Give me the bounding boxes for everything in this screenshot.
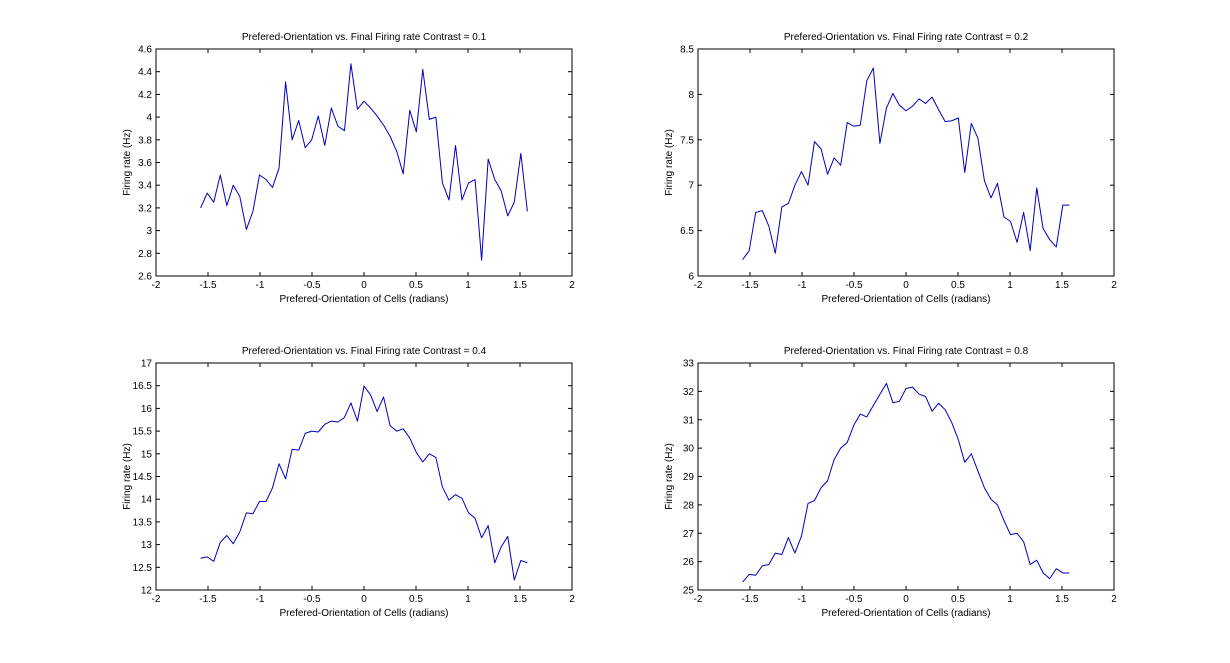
y-tick-label: 15 [141,449,153,460]
y-tick-label: 31 [683,415,695,426]
plot-title: Prefered-Orientation vs. Final Firing ra… [242,346,487,357]
y-tick-label: 30 [683,444,695,455]
x-tick-label: -2 [694,594,703,605]
y-tick-label: 26 [683,557,695,568]
series-line [742,382,1070,583]
x-tick-label: 1 [465,594,471,605]
x-tick-label: -1 [256,594,265,605]
y-tick-label: 29 [683,472,695,483]
subplot-3: -2 -1.5 -1 -0.5 0 0.5 1 1.5 2 12 12.5 13 13.5 14 14.5 1… [122,346,575,619]
y-tick-label: 3.4 [138,181,152,192]
y-tick-label: 3.6 [138,158,152,169]
y-tick-label: 8 [688,90,694,101]
y-tick-label: 7.5 [680,135,694,146]
x-tick-label: 0.5 [409,594,423,605]
y-tick-label: 3.8 [138,135,152,146]
x-tick-label: -1.5 [199,280,217,291]
y-tick-label: 4.6 [138,45,152,56]
x-tick-label: 0 [903,594,909,605]
x-tick-label: 2 [1111,280,1117,291]
x-tick-label: 1 [465,280,471,291]
x-tick-label: -1.5 [741,280,759,291]
series-line [200,63,528,261]
y-tick-label: 25 [683,586,695,597]
y-tick-label: 7 [688,181,694,192]
x-tick-label: 0.5 [951,594,965,605]
y-axis-label: Firing rate (Hz) [664,443,675,510]
y-tick-label: 28 [683,500,695,511]
axes-box [155,48,573,277]
y-tick-label: 6.5 [680,226,694,237]
x-tick-label: -0.5 [303,280,321,291]
y-tick-label: 6 [688,272,694,283]
x-tick-label: -0.5 [303,594,321,605]
x-axis-label: Prefered-Orientation of Cells (radians) [822,294,991,305]
y-tick-label: 13 [141,540,153,551]
plot-title: Prefered-Orientation vs. Final Firing ra… [784,32,1029,43]
x-tick-label: 0.5 [409,280,423,291]
x-tick-label: -0.5 [845,280,863,291]
y-tick-label: 13.5 [133,517,153,528]
y-tick-label: 3 [146,226,152,237]
y-tick-label: 33 [683,359,695,370]
y-tick-label: 16 [141,404,153,415]
x-tick-label: 0.5 [951,280,965,291]
x-axis-label: Prefered-Orientation of Cells (radians) [280,608,449,619]
x-tick-label: 1.5 [1055,594,1069,605]
subplot-1: -2 -1.5 -1 -0.5 0 0.5 1 1.5 2 2.6 2.8 3 3.2 3.4 3.6 3.8… [122,32,575,305]
x-tick-label: 1 [1007,280,1013,291]
x-tick-label: -1 [798,594,807,605]
axes-box [155,362,573,591]
x-tick-label: -0.5 [845,594,863,605]
x-tick-label: 2 [569,594,575,605]
x-tick-label: 2 [1111,594,1117,605]
x-axis-label: Prefered-Orientation of Cells (radians) [280,294,449,305]
x-axis-label: Prefered-Orientation of Cells (radians) [822,608,991,619]
y-tick-label: 4.4 [138,67,152,78]
y-tick-label: 15.5 [133,427,153,438]
y-tick-label: 14.5 [133,472,153,483]
series-line [200,385,528,581]
y-axis-label: Firing rate (Hz) [664,129,675,196]
x-tick-label: -1.5 [199,594,217,605]
x-tick-label: -1.5 [741,594,759,605]
y-tick-label: 4.2 [138,90,152,101]
x-tick-label: -2 [694,280,703,291]
y-tick-label: 14 [141,495,153,506]
y-tick-label: 17 [141,359,153,370]
y-tick-label: 2.6 [138,272,152,283]
x-tick-label: -2 [152,594,161,605]
x-tick-label: -1 [798,280,807,291]
y-tick-label: 27 [683,529,695,540]
x-tick-label: 2 [569,280,575,291]
subplot-4: -2 -1.5 -1 -0.5 0 0.5 1 1.5 2 25 26 27 28 29 30 31 32 33 P… [664,346,1117,619]
plot-title: Prefered-Orientation vs. Final Firing ra… [242,32,487,43]
subplot-2: -2 -1.5 -1 -0.5 0 0.5 1 1.5 2 6 6.5 7 7.5 8 8.5 Prefere… [664,32,1117,305]
y-tick-label: 16.5 [133,381,153,392]
y-axis-label: Firing rate (Hz) [122,443,133,510]
x-tick-label: 0 [361,280,367,291]
x-tick-label: 1 [1007,594,1013,605]
x-tick-label: 0 [361,594,367,605]
y-tick-label: 8.5 [680,45,694,56]
x-tick-label: -1 [256,280,265,291]
y-tick-label: 12.5 [133,563,153,574]
y-tick-label: 12 [141,586,153,597]
x-tick-label: 0 [903,280,909,291]
y-axis-label: Firing rate (Hz) [122,129,133,196]
x-tick-label: -2 [152,280,161,291]
x-tick-label: 1.5 [513,280,527,291]
y-tick-label: 2.8 [138,249,152,260]
axes-box [697,362,1115,591]
y-tick-label: 3.2 [138,203,152,214]
y-tick-label: 4 [146,113,152,124]
y-tick-label: 32 [683,387,695,398]
series-line [742,67,1070,260]
x-tick-label: 1.5 [513,594,527,605]
x-tick-label: 1.5 [1055,280,1069,291]
plot-title: Prefered-Orientation vs. Final Firing ra… [784,346,1029,357]
